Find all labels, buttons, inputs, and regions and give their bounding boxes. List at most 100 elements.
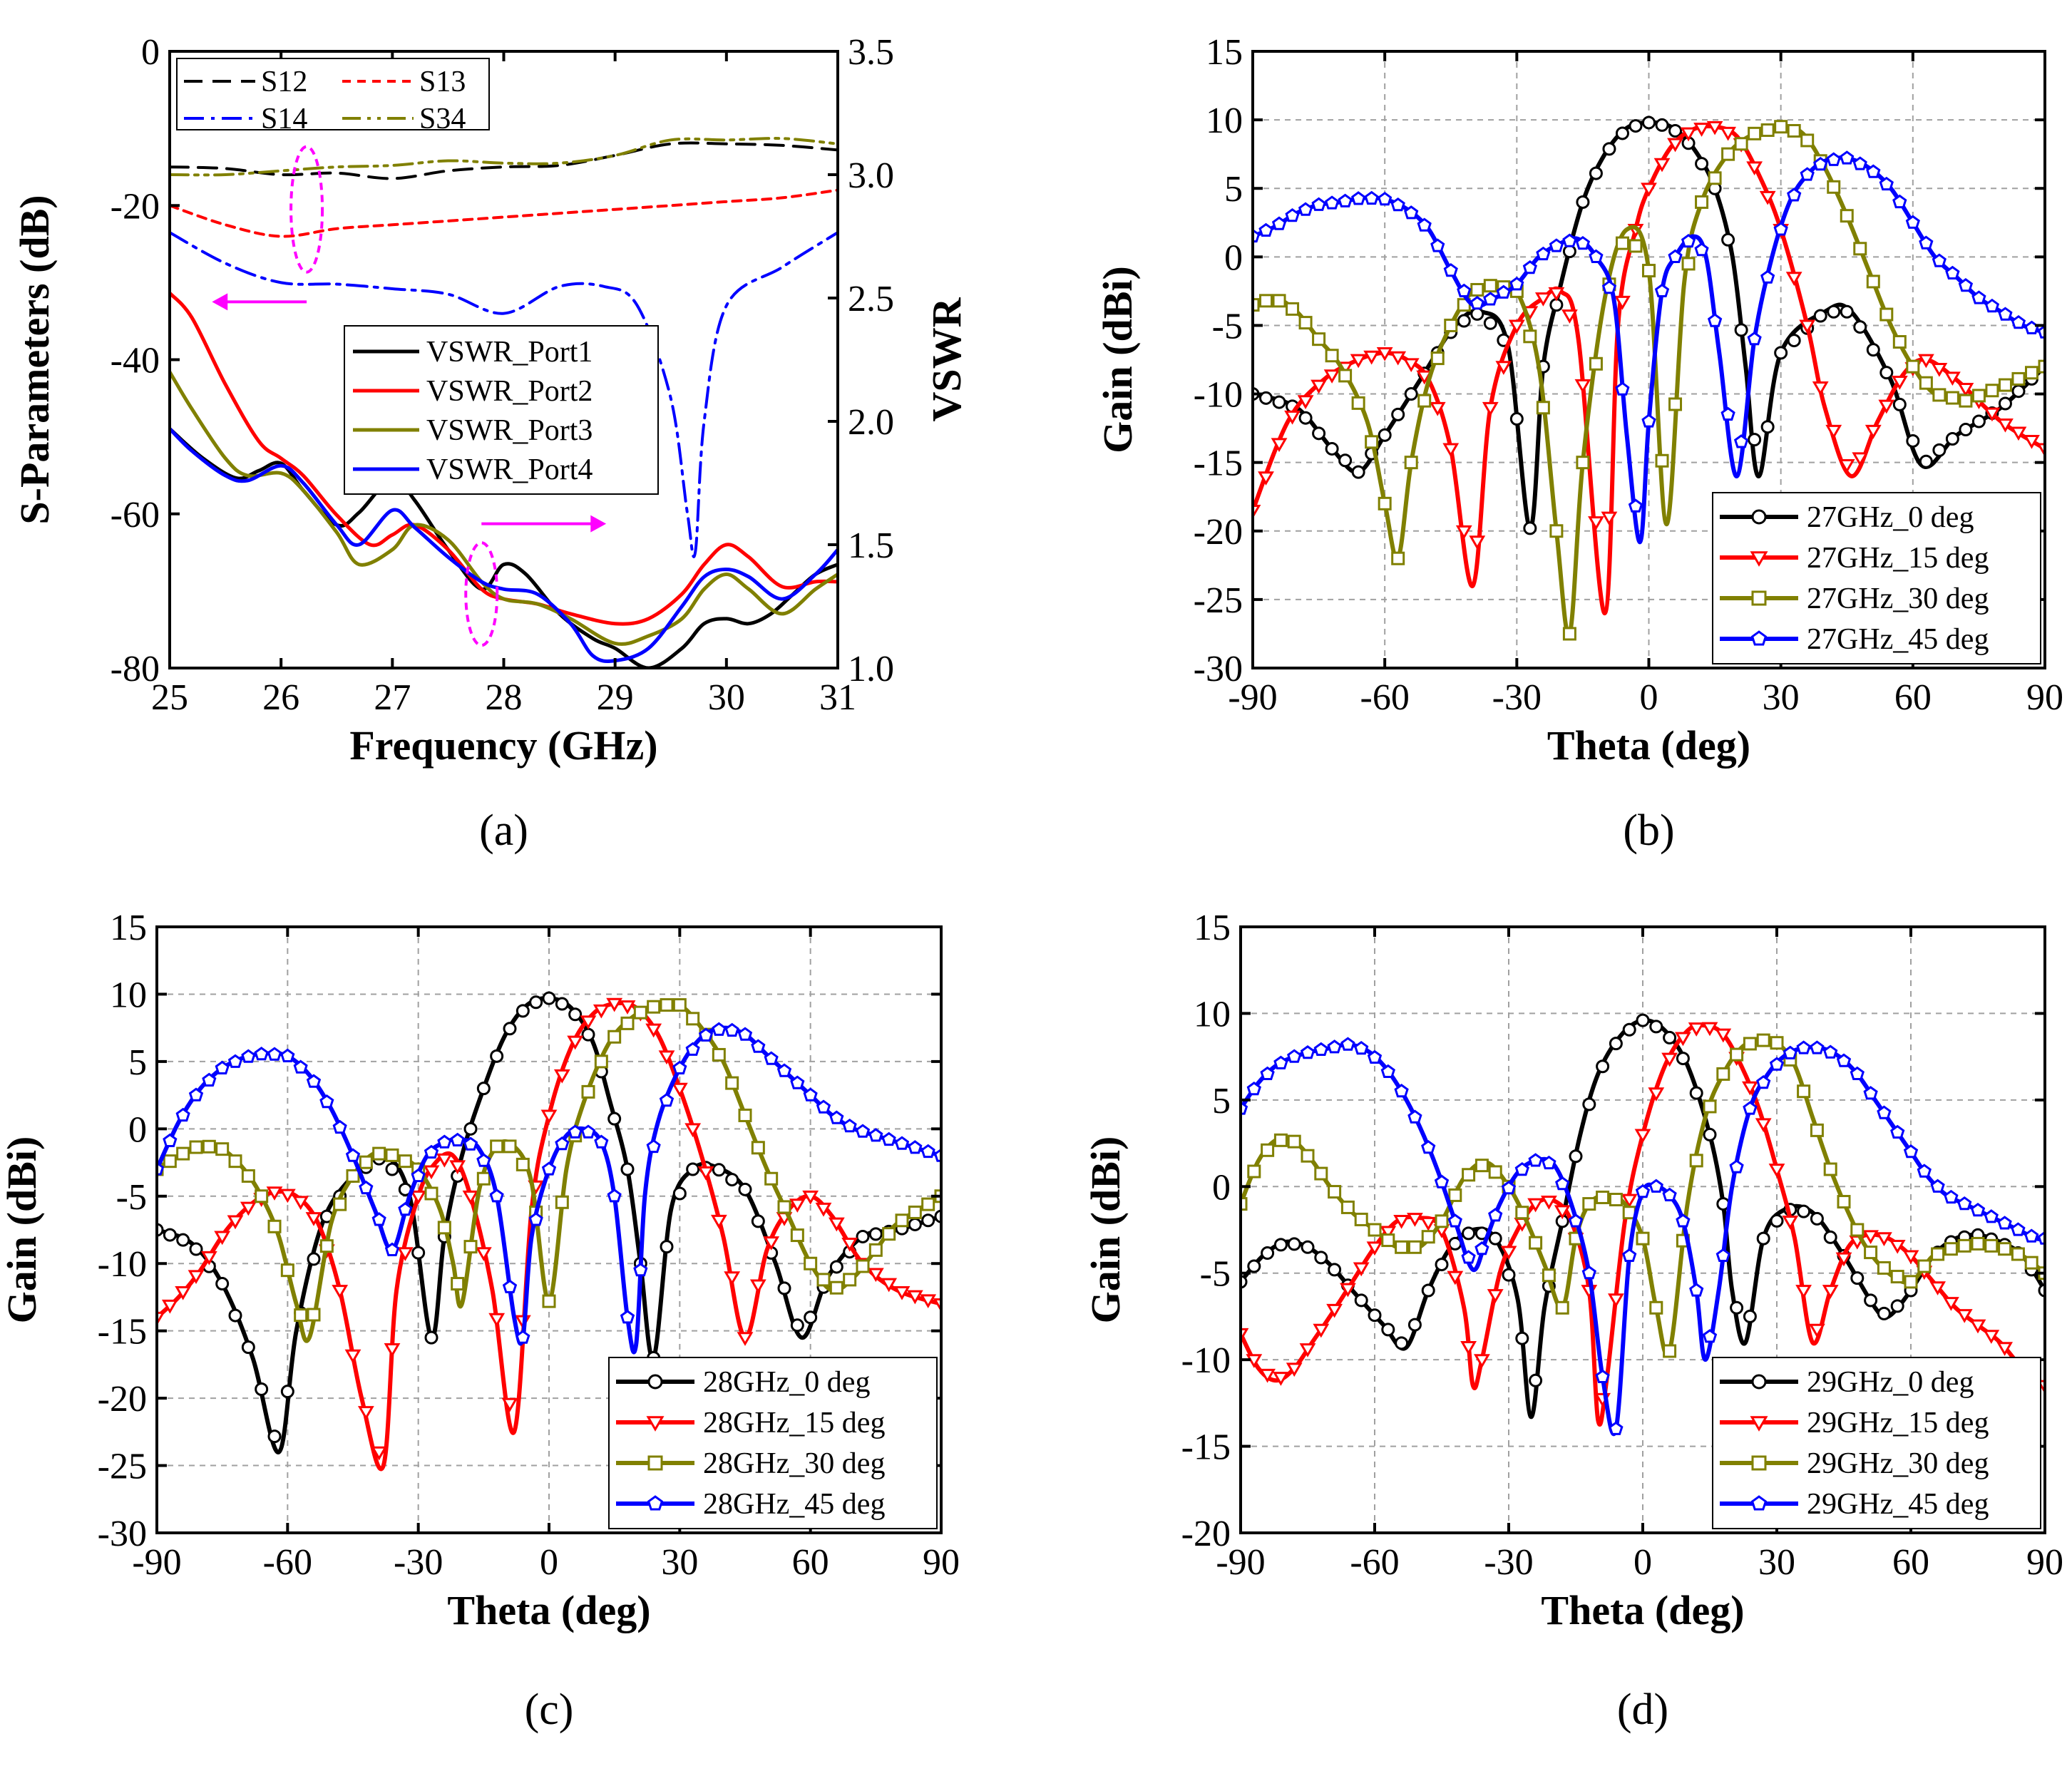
data-point	[1879, 176, 1894, 191]
data-point	[1688, 1022, 1705, 1037]
data-point	[2036, 1380, 2045, 1395]
data-point	[1768, 1164, 1785, 1178]
data-point	[451, 1277, 465, 1291]
data-point	[1286, 1362, 1303, 1377]
data-point	[332, 1119, 347, 1134]
data-point	[1588, 516, 1604, 530]
data-point	[241, 1049, 256, 1063]
data-point	[645, 1023, 662, 1038]
data-point	[1905, 215, 1920, 229]
y-tick-label: -30	[98, 1514, 147, 1554]
data-point	[1574, 379, 1591, 394]
data-point	[698, 1027, 714, 1042]
data-point	[1862, 1230, 1879, 1245]
data-point	[1785, 272, 1802, 286]
legend-box	[1712, 492, 2041, 664]
data-point	[1314, 1251, 1328, 1265]
data-point	[1837, 1195, 1851, 1209]
data-point	[1769, 1057, 1785, 1071]
data-point	[660, 1240, 674, 1254]
data-point	[241, 1340, 255, 1355]
series-line	[170, 426, 838, 663]
series-s14	[170, 231, 838, 558]
legend-marker	[647, 1495, 664, 1511]
data-point	[1919, 235, 1934, 250]
legend-label: VSWR_Port2	[426, 375, 593, 408]
data-point	[462, 1190, 479, 1205]
data-point	[1589, 166, 1603, 180]
data-point	[1325, 441, 1339, 456]
data-point	[1528, 1153, 1543, 1167]
data-point	[1957, 382, 1974, 397]
data-point	[1853, 242, 1867, 256]
data-point	[1827, 180, 1841, 194]
data-point	[1421, 1139, 1436, 1154]
data-point	[1998, 307, 2013, 321]
data-point	[1760, 269, 1775, 284]
legend-label: 29GHz_30 deg	[1807, 1447, 1989, 1480]
data-point	[1272, 1372, 1289, 1386]
panel-label: (c)	[525, 1685, 574, 1734]
data-point	[1555, 1176, 1570, 1191]
data-point	[371, 1446, 388, 1461]
data-point	[1483, 292, 1498, 306]
x-tick-label: 30	[1758, 1542, 1795, 1583]
legend-label: 28GHz_45 deg	[703, 1488, 885, 1521]
data-point	[802, 1190, 819, 1205]
y-tick-label: -15	[1181, 1427, 1231, 1468]
data-point	[1615, 126, 1629, 140]
data-point	[1760, 123, 1775, 138]
data-point	[1957, 1196, 1972, 1211]
data-point	[1701, 1022, 1718, 1037]
data-point	[1628, 498, 1643, 513]
y-tick-label: -5	[1212, 306, 1243, 346]
data-point	[267, 1047, 282, 1061]
y-tick-label: -20	[1194, 512, 1243, 553]
data-point	[1984, 1209, 1999, 1223]
panel-label: (b)	[1623, 806, 1674, 855]
data-point	[1931, 362, 1948, 377]
data-point	[1629, 119, 1643, 133]
data-point	[1455, 525, 1472, 540]
data-point	[1971, 414, 1986, 428]
data-point	[712, 1047, 726, 1062]
data-point	[1365, 435, 1379, 449]
data-point	[607, 1030, 622, 1044]
data-point	[1787, 188, 1802, 202]
x-axis-title: Theta (deg)	[1547, 722, 1750, 769]
data-point	[1461, 1250, 1476, 1264]
data-point	[163, 1154, 177, 1169]
y-tick-label: -10	[1194, 375, 1243, 416]
data-point	[1655, 118, 1669, 132]
data-point	[1756, 1231, 1770, 1246]
data-point	[1297, 395, 1314, 409]
series-vswr-port2	[170, 291, 838, 626]
data-point	[1323, 369, 1340, 384]
data-point	[1635, 1184, 1651, 1198]
data-point	[633, 1263, 648, 1277]
data-point	[292, 1196, 309, 1211]
data-point	[1287, 1049, 1302, 1063]
data-point	[1649, 1020, 1663, 1034]
data-point	[1614, 295, 1631, 310]
data-point	[1641, 183, 1657, 197]
data-point	[1879, 366, 1894, 380]
data-point	[476, 1153, 491, 1167]
data-point	[686, 1162, 700, 1176]
data-point	[1609, 1421, 1624, 1435]
data-point	[1615, 236, 1629, 250]
data-point	[1473, 1354, 1490, 1368]
data-point	[1447, 1213, 1462, 1228]
data-point	[1501, 1181, 1517, 1195]
legend-label: 29GHz_45 deg	[1807, 1488, 1989, 1521]
data-point	[1447, 1270, 1464, 1285]
data-point	[1474, 1159, 1489, 1173]
data-point	[1648, 1179, 1663, 1193]
data-point	[1540, 1196, 1557, 1210]
y-tick-label: -5	[1200, 1254, 1231, 1295]
data-point	[1689, 1154, 1703, 1168]
data-point	[1313, 1323, 1330, 1338]
data-point	[1515, 1206, 1529, 1220]
plot-area	[1251, 50, 2046, 669]
